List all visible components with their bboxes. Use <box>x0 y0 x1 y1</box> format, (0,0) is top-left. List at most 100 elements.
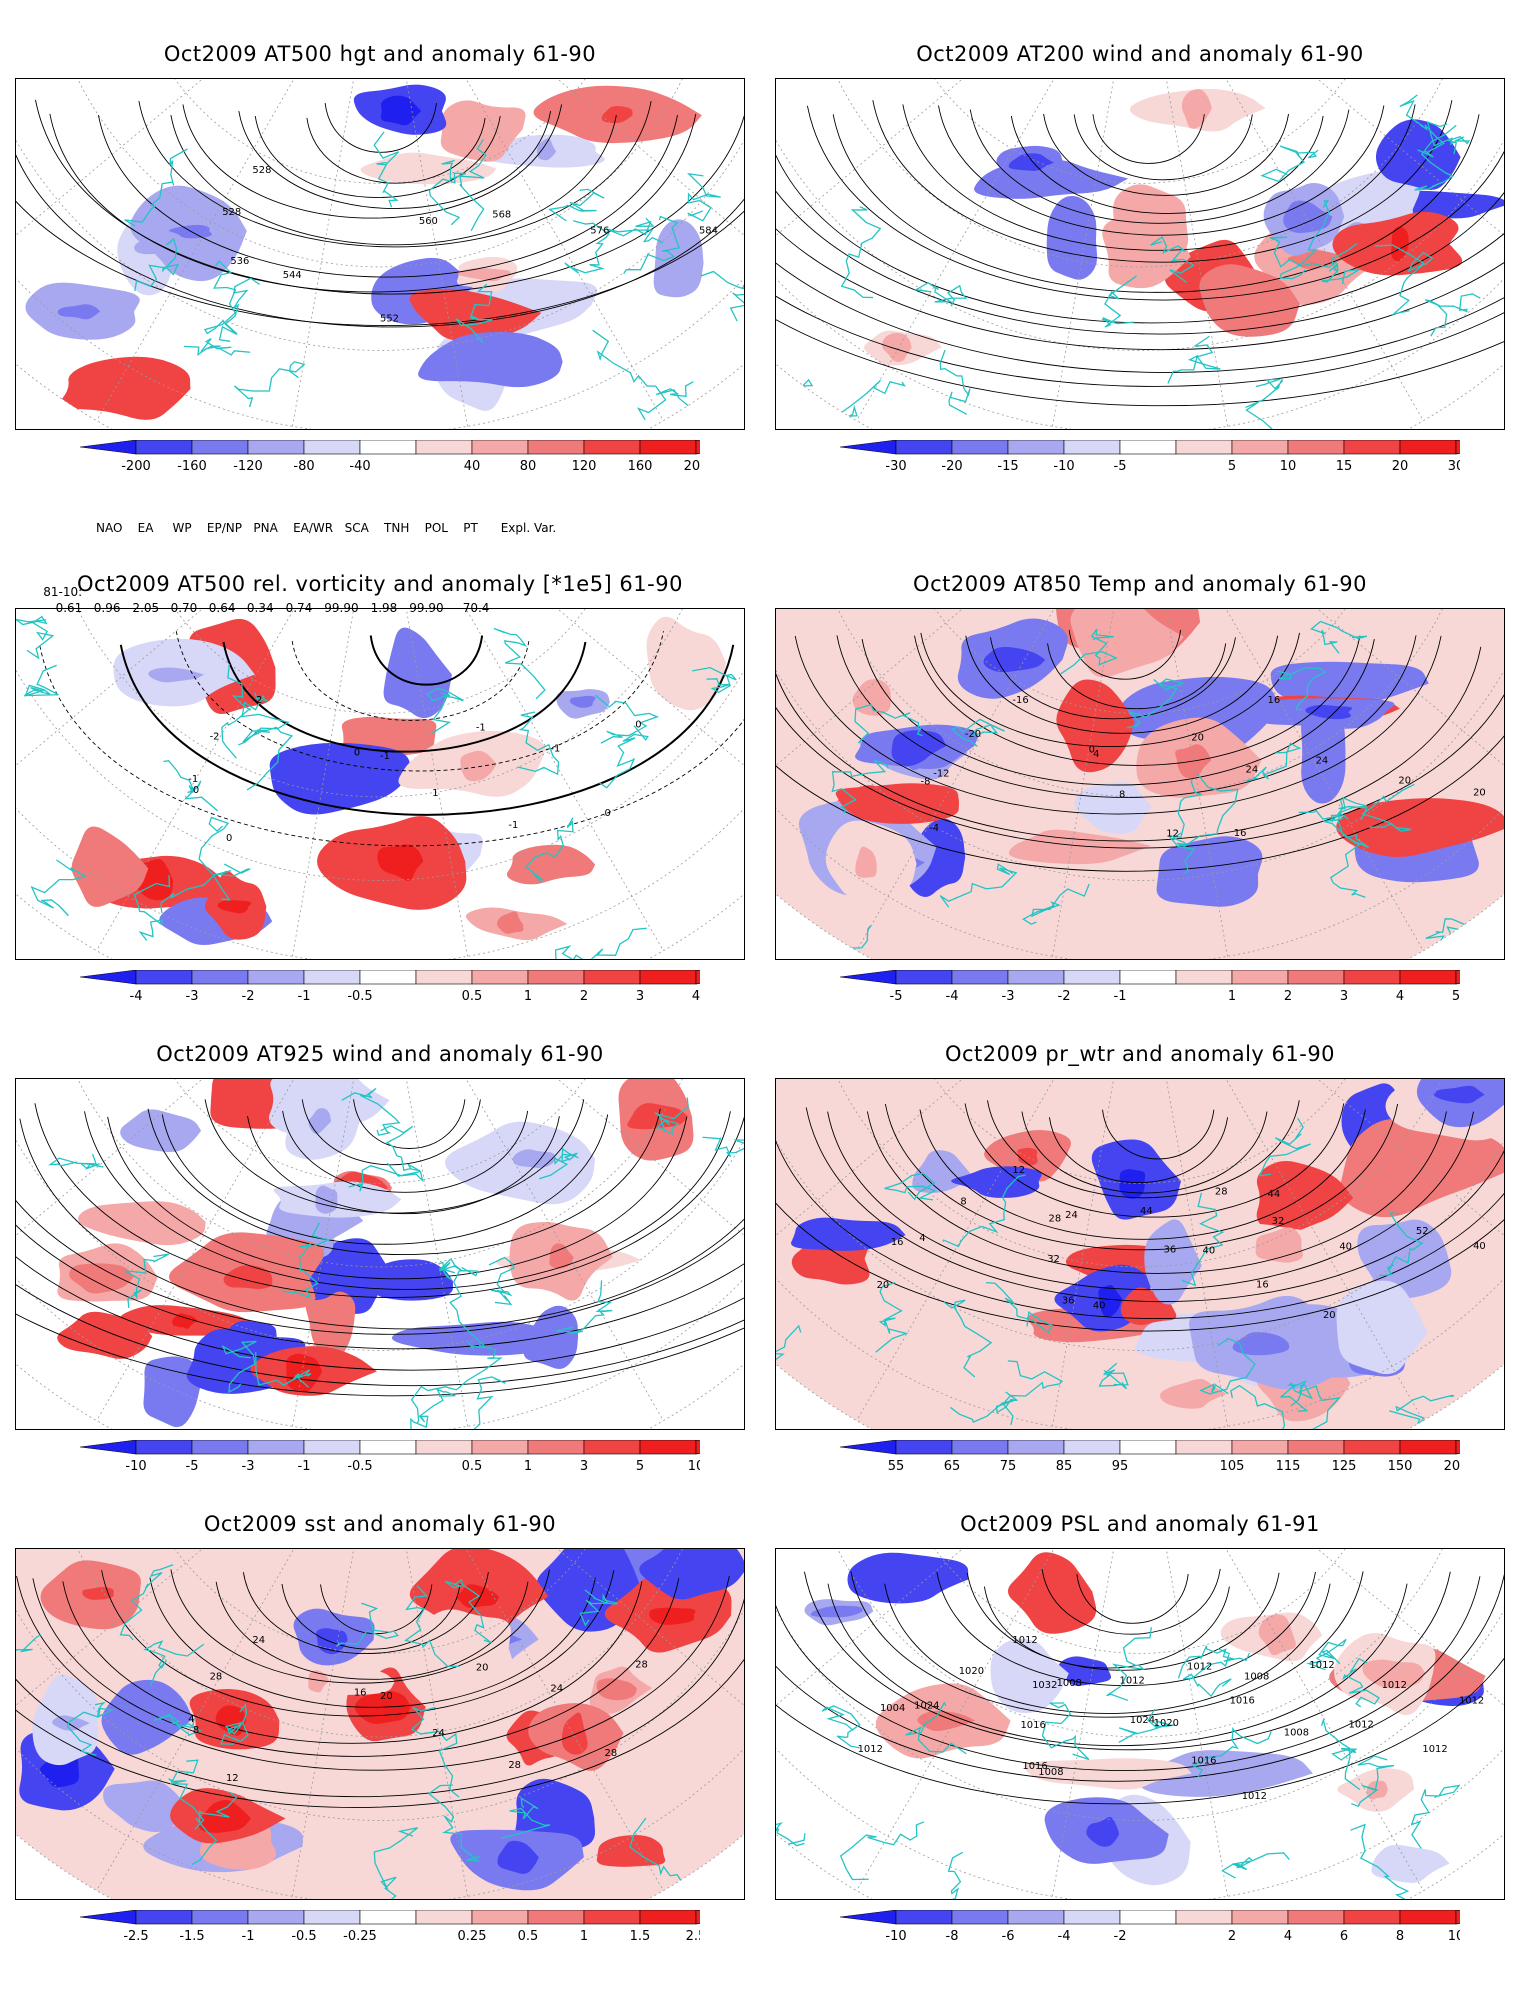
colorbar-tick-label: 15 <box>1336 459 1353 474</box>
map-panel-p4: Oct2009 AT850 Temp and anomaly 61-90 -16-… <box>775 572 1505 1042</box>
colorbar-tick-label: 2 <box>1284 989 1292 1004</box>
anomaly-shading <box>1024 1758 1192 1790</box>
contour-line <box>149 1577 596 1708</box>
contour-line <box>16 99 744 326</box>
contour-label: -1 <box>550 743 560 754</box>
contour-line <box>776 113 1504 373</box>
colorbar-tick-label: 3 <box>1340 989 1348 1004</box>
colorbar-segment <box>1063 440 1121 455</box>
colorbar-segment <box>1343 1910 1401 1925</box>
coastline <box>1351 1755 1395 1808</box>
anomaly-shading <box>496 911 524 934</box>
contour-label: -1 <box>380 751 390 762</box>
contour-line <box>1047 643 1227 709</box>
meridian-line <box>379 79 664 421</box>
colorbar-segment <box>951 1440 1009 1455</box>
anomaly-shading <box>1357 1219 1452 1299</box>
contour-line <box>16 1586 744 1798</box>
coastline <box>594 694 660 744</box>
colorbar-tick-label: 3 <box>636 989 644 1004</box>
anomaly-shading <box>57 1311 153 1359</box>
coastline <box>16 615 55 660</box>
colorbar-segment <box>1231 1910 1289 1925</box>
anomaly-shading <box>60 356 191 420</box>
colorbar-segment <box>1007 440 1065 455</box>
colorbar-tick-label: -1 <box>242 1929 255 1944</box>
coastline <box>687 172 721 222</box>
anomaly-shading <box>1144 1219 1202 1305</box>
anomaly-shading <box>1139 1750 1313 1797</box>
contour-label: 40 <box>1203 1245 1216 1256</box>
colorbar-tick-label: 4 <box>692 989 700 1004</box>
contour-line <box>827 1583 1408 1746</box>
anomaly-shading <box>1340 1118 1504 1218</box>
contour-label: 20 <box>380 1691 393 1702</box>
contour-line <box>776 637 1504 849</box>
colorbar-tick-label: -1 <box>298 989 311 1004</box>
anomaly-shading <box>1371 1844 1450 1883</box>
colorbar-segment <box>1231 1440 1289 1455</box>
contour-label: 1020 <box>1154 1718 1179 1729</box>
coastline <box>654 1097 689 1136</box>
colorbar-tick-label: -2 <box>242 989 255 1004</box>
contour-label: 40 <box>1093 1301 1106 1312</box>
coastline <box>160 863 251 914</box>
coastline <box>905 1701 967 1755</box>
contour-line <box>832 114 1480 293</box>
colorbar-tick-label: -10 <box>885 1929 906 1944</box>
contour-label: 1012 <box>1459 1695 1484 1706</box>
colorbar-segment <box>359 440 417 455</box>
coastline <box>1329 812 1366 898</box>
coastline <box>410 1388 456 1429</box>
meridian-line <box>776 79 1141 295</box>
coastline <box>380 1125 421 1172</box>
meridian-line <box>856 79 1141 421</box>
anomaly-shading <box>1283 200 1333 233</box>
meridian-line <box>856 609 1141 951</box>
coastline <box>242 726 294 791</box>
contour-line <box>147 1108 661 1255</box>
coastline <box>1182 1648 1232 1698</box>
coastline <box>123 1253 170 1308</box>
colorbar-arrow-right <box>1455 440 1460 455</box>
colorbar-segment <box>135 1910 193 1925</box>
colorbar-tick-label: 0.5 <box>462 989 483 1004</box>
colorbar-tick-label: 55 <box>888 1459 905 1474</box>
colorbar-segment <box>247 970 305 985</box>
colorbar-tick-label: 2.5 <box>686 1929 700 1944</box>
colorbar-segment <box>1119 440 1177 455</box>
coastline <box>1310 620 1368 654</box>
map-panel-p1: Oct2009 AT500 hgt and anomaly 61-90 528 52… <box>15 42 745 512</box>
colorbar-segment <box>1287 970 1345 985</box>
coastline <box>203 260 238 335</box>
colorbar-segment <box>951 970 1009 985</box>
contour-label: -1 <box>188 774 198 785</box>
colorbar-tick-label: 75 <box>1000 1459 1017 1474</box>
colorbar-tick-label: -8 <box>946 1929 959 1944</box>
anomaly-shading <box>1336 1280 1428 1375</box>
contour-label: 528 <box>222 207 241 218</box>
coastline <box>233 361 306 408</box>
colorbar-segment <box>1175 970 1233 985</box>
colorbar-tick-label: -3 <box>186 989 199 1004</box>
coastline <box>517 711 560 776</box>
colorbar-segment <box>583 440 641 455</box>
panel-title: Oct2009 AT500 hgt and anomaly 61-90 <box>163 42 597 66</box>
contour-line <box>884 1583 1331 1714</box>
contour-label: 20 <box>476 1662 489 1673</box>
contour-line <box>138 100 652 248</box>
contour-line <box>806 105 1504 301</box>
contour-line <box>776 1104 1504 1332</box>
map-panel-p7: Oct2009 sst and anomaly 61-90 24 28 4 8 12 16 2… <box>15 1512 745 1982</box>
anomaly-shading <box>440 100 526 162</box>
anomaly-shading <box>316 1628 348 1655</box>
contour-label: 20 <box>1473 788 1486 799</box>
meridian-line <box>379 609 744 825</box>
contour-line <box>34 1103 744 1298</box>
colorbar-tick-label: 1 <box>580 1929 588 1944</box>
coastline <box>1276 667 1326 711</box>
latitude-circle <box>126 1079 634 1184</box>
colorbar-segment <box>303 440 361 455</box>
field-base <box>776 1079 1504 1429</box>
contour-label: -16 <box>1012 695 1028 706</box>
